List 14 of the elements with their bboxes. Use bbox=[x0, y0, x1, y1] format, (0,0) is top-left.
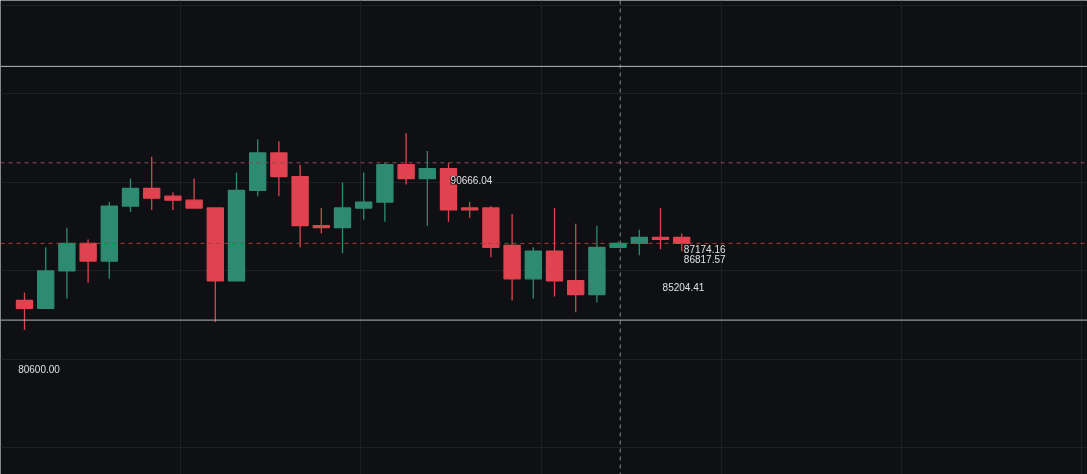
candlestick bbox=[79, 238, 97, 284]
annotation: 87174.16 bbox=[683, 244, 726, 256]
candlestick bbox=[397, 132, 415, 186]
text: 80600.00 bbox=[18, 364, 61, 376]
candlestick bbox=[270, 140, 288, 197]
candlestick bbox=[588, 225, 606, 304]
annotation: 85204.41 bbox=[662, 281, 705, 293]
annotation: 86817.57 bbox=[683, 254, 726, 266]
candlestick bbox=[164, 191, 182, 211]
candlestick bbox=[58, 227, 76, 300]
annotation: 90666.04 bbox=[450, 175, 493, 187]
candlestick bbox=[503, 213, 521, 302]
candlestick bbox=[333, 181, 352, 254]
candlestick bbox=[291, 164, 309, 248]
